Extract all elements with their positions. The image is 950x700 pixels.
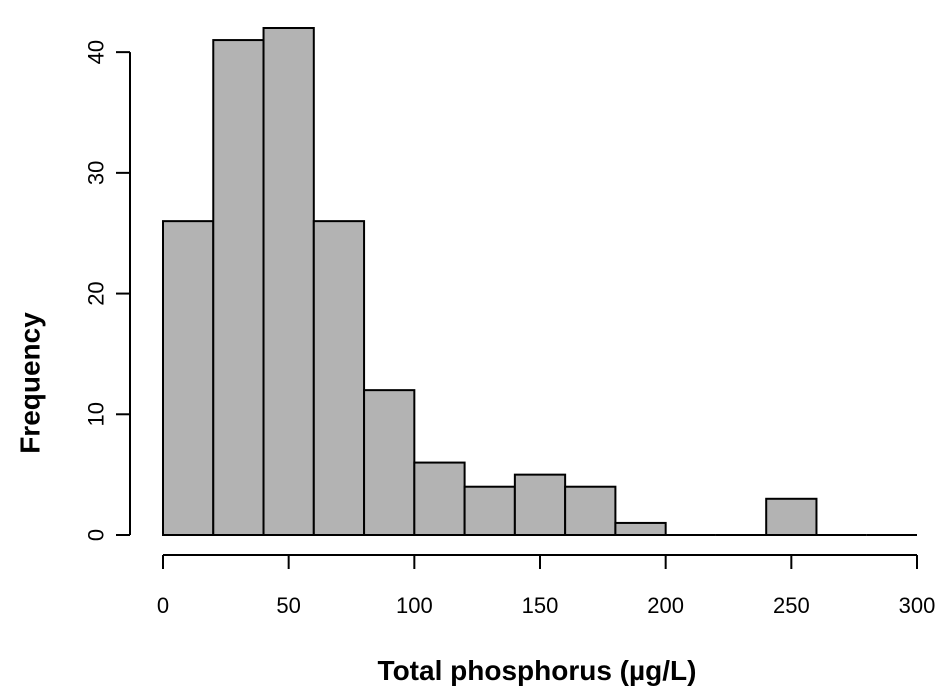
y-tick-label: 20 (84, 281, 109, 305)
histogram-bar (312, 220, 366, 536)
x-tick-label: 100 (396, 593, 433, 618)
y-tick-label: 10 (84, 402, 109, 426)
y-tick-label: 40 (84, 40, 109, 64)
x-tick-label: 50 (276, 593, 300, 618)
histogram-bar (765, 497, 818, 536)
y-axis-title: Frequency (15, 312, 46, 454)
histogram-bar (363, 389, 416, 536)
histogram-bar (413, 461, 466, 537)
y-axis: 0 10 20 30 40 (84, 40, 131, 541)
histogram-bar (212, 39, 265, 536)
histogram-bar (162, 220, 215, 536)
histogram-bars (162, 27, 917, 537)
x-tick-label: 150 (522, 593, 559, 618)
x-tick-label: 300 (899, 593, 936, 618)
x-tick-label: 200 (647, 593, 684, 618)
histogram-bar (463, 485, 516, 537)
y-tick-label: 0 (84, 529, 109, 541)
x-axis: 0 50 100 150 200 250 300 (157, 554, 936, 618)
histogram-bar (513, 473, 567, 536)
histogram-bar (564, 485, 617, 537)
histogram-bar (262, 27, 315, 536)
x-tick-label: 0 (157, 593, 169, 618)
y-tick-label: 30 (84, 161, 109, 185)
x-axis-title: Total phosphorus (µg/L) (378, 655, 697, 686)
histogram-bar (614, 521, 667, 537)
x-tick-label: 250 (773, 593, 810, 618)
